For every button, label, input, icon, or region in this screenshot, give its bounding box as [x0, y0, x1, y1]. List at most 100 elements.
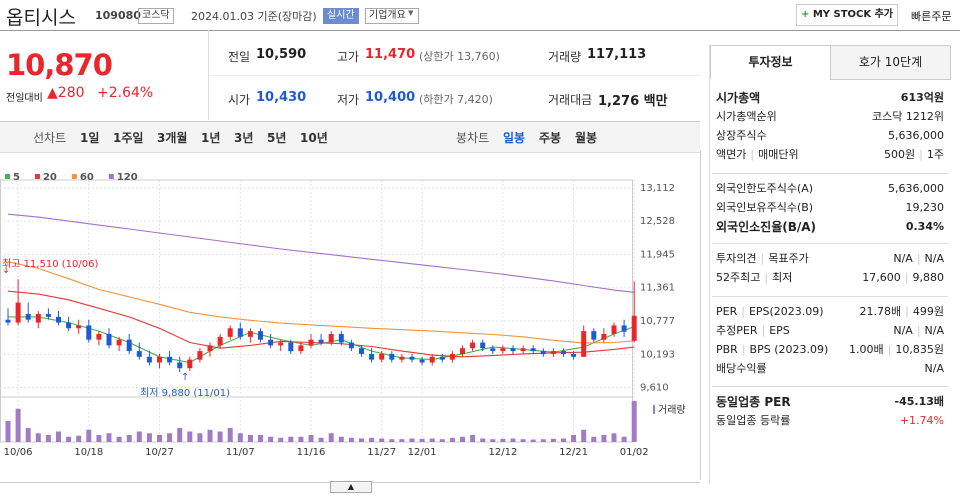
- candle-body: [460, 348, 465, 354]
- separator: |: [916, 323, 921, 337]
- stat-label: 거래량: [548, 50, 582, 64]
- candle-body: [247, 331, 253, 337]
- side-row: 외국인보유주식수(B) 19,230: [716, 198, 944, 216]
- row-value: -45.13배: [894, 395, 944, 408]
- row-value: N/A: [924, 323, 944, 337]
- candle-body: [35, 314, 41, 323]
- date: 2024.01.03 기준(장마감): [191, 10, 317, 23]
- volume-bar: [520, 439, 526, 442]
- stat-label: 시가: [228, 93, 251, 107]
- volume-bar: [308, 435, 314, 442]
- candle-body: [359, 348, 364, 354]
- legend-label: 5: [13, 172, 20, 183]
- high-arrow: ↓: [2, 265, 11, 276]
- volume-bar: [550, 438, 556, 442]
- x-tick-label: 12/01: [408, 447, 437, 458]
- high-annotation: 최고 11,510 (10/06): [2, 259, 99, 270]
- side-divider: [712, 296, 948, 297]
- row-labels: PER | EPS(2023.09): [716, 305, 824, 318]
- volume-bar: [106, 433, 112, 442]
- candle-body: [157, 356, 162, 363]
- volume-bar: [490, 439, 496, 442]
- y-tick-label: 10,193: [640, 349, 675, 360]
- row-values: 500원 | 1주: [884, 146, 944, 162]
- row-label: PBR: [716, 342, 738, 356]
- chart-tab[interactable]: 5년: [267, 131, 287, 145]
- volume-bar: [561, 438, 566, 442]
- row-value: 1주: [926, 148, 944, 161]
- row-values: 1.00배 | 10,835원: [849, 341, 944, 357]
- volume-bar: [409, 438, 415, 442]
- volume-bar: [298, 436, 304, 442]
- chart-tab[interactable]: 월봉: [575, 131, 598, 145]
- volume-bar: [56, 431, 61, 442]
- volume-bar: [500, 438, 506, 442]
- chart-tab[interactable]: 주봉: [539, 131, 562, 145]
- candle-body: [187, 359, 193, 369]
- stat-value: 11,470: [365, 47, 416, 62]
- row-labels: 동일업종 등락률: [716, 412, 790, 428]
- realtime-badge[interactable]: 실시간: [323, 8, 359, 24]
- x-tick-label: 01/02: [620, 447, 649, 458]
- side-tab[interactable]: 호가 10단계: [830, 45, 951, 80]
- chart-tab[interactable]: 1년: [201, 131, 221, 145]
- stat-value: 117,113: [587, 47, 647, 62]
- volume-bar: [359, 438, 364, 442]
- side-row: 추정PER | EPS N/A | N/A: [716, 321, 944, 339]
- quick-order[interactable]: 빠른주문: [911, 10, 952, 23]
- change: ▲280: [47, 85, 85, 101]
- x-tick-label: 11/07: [226, 447, 255, 458]
- volume-bar: [5, 421, 11, 442]
- row-value: +1.74%: [899, 413, 944, 427]
- row-values: 5,636,000: [888, 182, 944, 195]
- market-badge: 코스닥: [138, 8, 174, 24]
- mystock-button[interactable]: + MY STOCK 추가: [796, 4, 898, 26]
- volume-bar: [460, 436, 465, 442]
- stat-label: 저가: [337, 93, 360, 107]
- chart-tab[interactable]: 3개월: [157, 131, 188, 145]
- collapse-toggle[interactable]: ▲: [330, 481, 372, 493]
- candle-body: [470, 342, 476, 349]
- row-value: 613억원: [900, 91, 944, 104]
- volume-bar: [601, 435, 607, 442]
- volume-bar: [439, 439, 445, 442]
- x-tick-label: 10/27: [145, 447, 174, 458]
- separator: |: [761, 324, 766, 337]
- chart-tab[interactable]: 1일: [80, 131, 100, 145]
- stat-limit: (상한가 13,760): [419, 50, 500, 63]
- row-values: 코스닥 1212위: [872, 108, 944, 124]
- dropdown-arrow: ▼: [408, 9, 414, 17]
- candle-body: [389, 353, 395, 360]
- separator: |: [905, 305, 909, 318]
- row-values: N/A | N/A: [893, 252, 944, 265]
- divider: [208, 30, 209, 120]
- row-value: N/A: [924, 251, 944, 265]
- overview-dropdown[interactable]: 기업개요: [365, 8, 419, 24]
- volume-bar: [530, 439, 536, 442]
- row-value: 코스닥 1212위: [872, 110, 944, 123]
- candle-body: [278, 342, 284, 346]
- chart-tab[interactable]: 봉차트: [456, 131, 490, 145]
- chart-tab[interactable]: 일봉: [503, 131, 526, 145]
- row-labels: 시가총액순위: [716, 108, 777, 124]
- row-labels: 액면가 | 매매단위: [716, 146, 799, 162]
- chart-tab[interactable]: 10년: [300, 131, 328, 145]
- volume-bar: [379, 438, 385, 442]
- candle-body: [399, 356, 405, 360]
- side-row: PER | EPS(2023.09) 21.78배 | 499원: [716, 302, 944, 320]
- y-tick-label: 11,945: [640, 249, 675, 260]
- side-divider: [712, 173, 948, 174]
- candle-body: [449, 353, 455, 360]
- legend-label: 120: [117, 172, 138, 183]
- volume-bar: [288, 436, 294, 442]
- chart-tab[interactable]: 1주일: [113, 131, 144, 145]
- candle-body: [258, 331, 263, 340]
- chart-tab[interactable]: 3년: [234, 131, 254, 145]
- row-value: 17,600: [862, 270, 901, 284]
- candle-body: [581, 331, 587, 357]
- side-tab[interactable]: 투자정보: [710, 45, 831, 79]
- chart-tab[interactable]: 선차트: [33, 131, 67, 145]
- volume-bar: [318, 437, 324, 442]
- stock-name: 옵티시스: [6, 7, 76, 29]
